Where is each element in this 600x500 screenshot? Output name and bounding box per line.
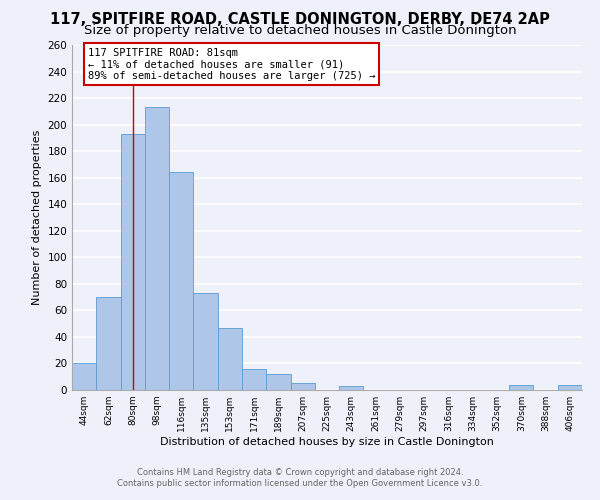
Bar bbox=[558, 384, 582, 390]
Text: 117 SPITFIRE ROAD: 81sqm
← 11% of detached houses are smaller (91)
89% of semi-d: 117 SPITFIRE ROAD: 81sqm ← 11% of detach… bbox=[88, 48, 375, 81]
Bar bbox=[96, 297, 121, 390]
Bar bbox=[266, 374, 290, 390]
Y-axis label: Number of detached properties: Number of detached properties bbox=[32, 130, 42, 305]
Bar bbox=[218, 328, 242, 390]
X-axis label: Distribution of detached houses by size in Castle Donington: Distribution of detached houses by size … bbox=[160, 437, 494, 447]
Text: Contains HM Land Registry data © Crown copyright and database right 2024.
Contai: Contains HM Land Registry data © Crown c… bbox=[118, 468, 482, 487]
Bar bbox=[72, 364, 96, 390]
Bar bbox=[290, 384, 315, 390]
Bar bbox=[509, 384, 533, 390]
Text: 117, SPITFIRE ROAD, CASTLE DONINGTON, DERBY, DE74 2AP: 117, SPITFIRE ROAD, CASTLE DONINGTON, DE… bbox=[50, 12, 550, 28]
Bar bbox=[169, 172, 193, 390]
Text: Size of property relative to detached houses in Castle Donington: Size of property relative to detached ho… bbox=[83, 24, 517, 37]
Bar bbox=[193, 293, 218, 390]
Bar bbox=[242, 369, 266, 390]
Bar bbox=[339, 386, 364, 390]
Bar bbox=[121, 134, 145, 390]
Bar bbox=[145, 108, 169, 390]
